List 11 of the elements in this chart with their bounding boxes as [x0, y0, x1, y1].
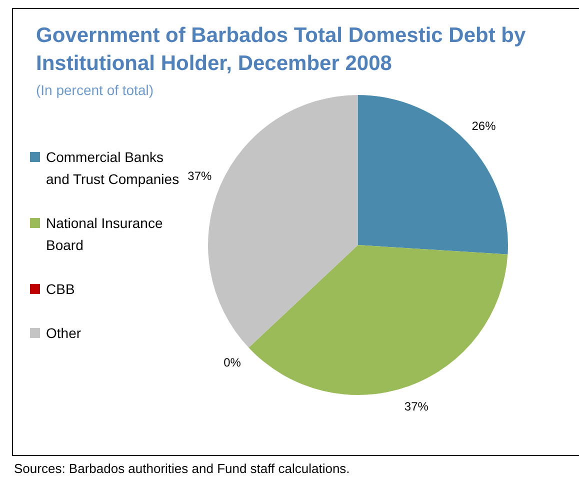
legend-label: Other: [46, 324, 82, 343]
data-label: 26%: [472, 119, 496, 134]
data-label: 37%: [404, 400, 429, 414]
legend-label: CBB: [46, 280, 75, 299]
legend-label: National Insurance Board: [46, 214, 164, 255]
legend-label: Commercial Banks and Trust Companies: [46, 148, 180, 189]
chart-subtitle: (In percent of total): [36, 82, 154, 98]
text: 0%: [224, 355, 241, 370]
data-label: 37%: [188, 168, 212, 183]
chart-title: Government of Barbados Total Domestic Debt by Institutional Holder, December 2008: [36, 23, 527, 77]
source-note: Sources: Barbados authorities and Fund staff calculations.: [14, 461, 350, 476]
